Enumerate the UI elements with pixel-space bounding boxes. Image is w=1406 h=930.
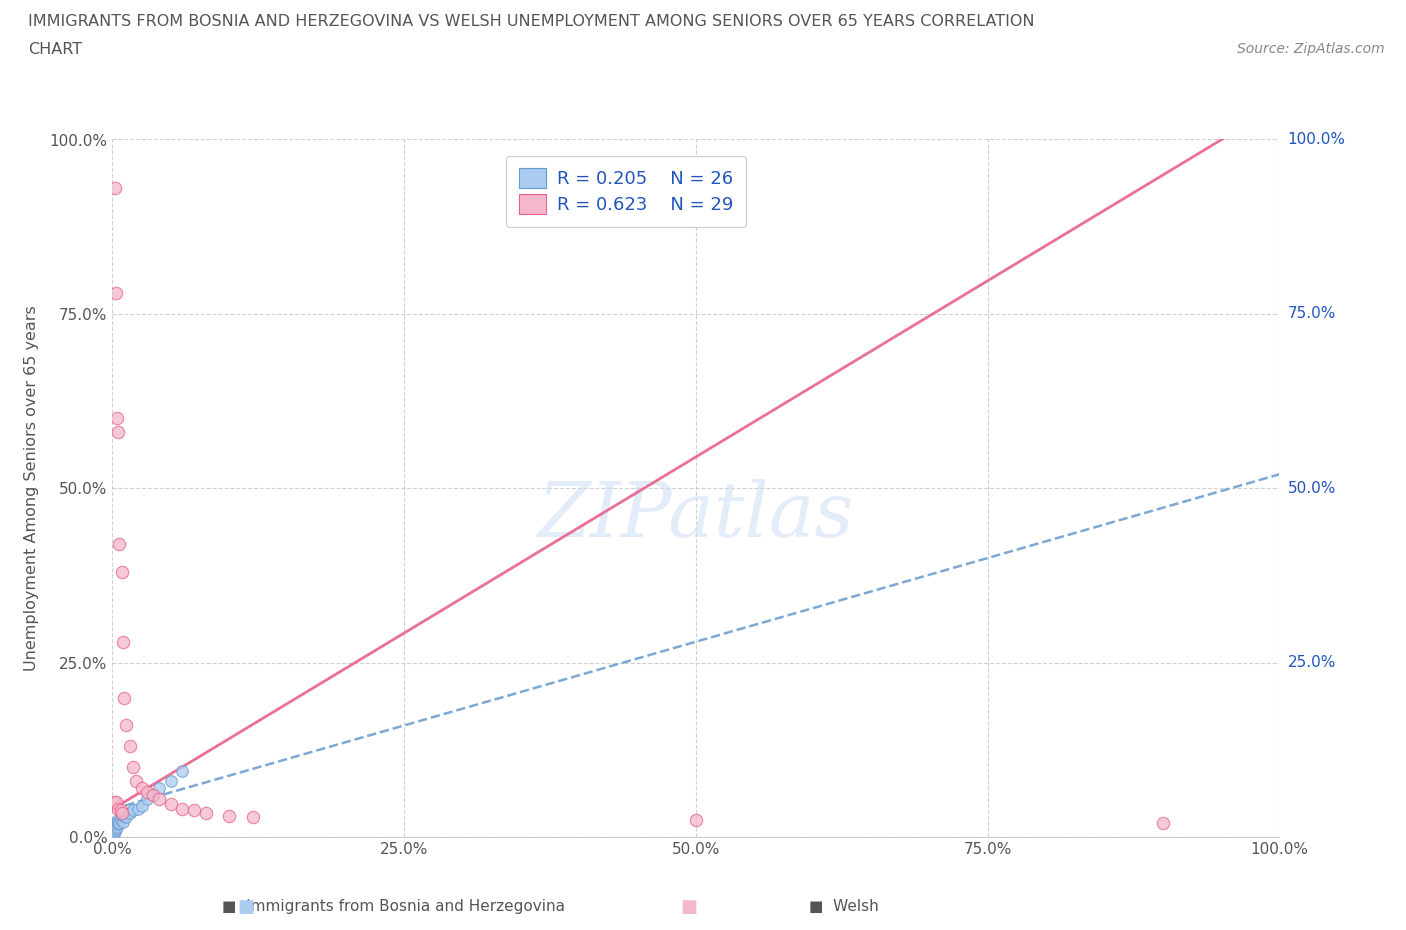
Point: [112, 690, 135, 705]
Point: [112, 809, 135, 824]
Point: [110, 803, 132, 818]
Point: [108, 816, 131, 830]
Point: [142, 788, 165, 803]
Point: [107, 812, 129, 827]
Point: [131, 798, 153, 813]
Point: [104, 819, 127, 834]
Point: [172, 802, 194, 817]
Point: [107, 802, 129, 817]
Point: [125, 774, 148, 789]
Point: [1152, 816, 1174, 830]
Point: [111, 634, 134, 649]
Point: [148, 791, 170, 806]
Point: [105, 815, 128, 830]
Point: [110, 812, 132, 827]
Point: [104, 286, 127, 300]
Text: IMMIGRANTS FROM BOSNIA AND HERZEGOVINA VS WELSH UNEMPLOYMENT AMONG SENIORS OVER : IMMIGRANTS FROM BOSNIA AND HERZEGOVINA V…: [28, 14, 1035, 29]
Point: [118, 805, 141, 820]
Point: [142, 788, 165, 803]
Point: [136, 784, 159, 799]
Text: ZIPatlas: ZIPatlas: [537, 479, 855, 553]
Text: 25.0%: 25.0%: [1288, 655, 1336, 671]
Y-axis label: Unemployment Among Seniors over 65 years: Unemployment Among Seniors over 65 years: [24, 305, 38, 671]
Point: [115, 810, 138, 825]
Text: ■: ■: [238, 897, 254, 916]
Point: [105, 819, 128, 834]
Text: ■  Welsh: ■ Welsh: [808, 899, 879, 914]
Point: [104, 180, 127, 196]
Point: [685, 812, 707, 827]
Point: [111, 810, 134, 825]
Point: [108, 537, 131, 551]
Point: [103, 826, 125, 841]
Text: ■  Immigrants from Bosnia and Herzegovina: ■ Immigrants from Bosnia and Herzegovina: [222, 899, 565, 914]
Text: ■: ■: [681, 897, 697, 916]
Point: [160, 796, 183, 811]
Text: 100.0%: 100.0%: [1288, 132, 1346, 147]
Point: [104, 794, 127, 809]
Point: [183, 803, 205, 818]
Point: [127, 802, 149, 817]
Point: [160, 774, 183, 789]
Point: [194, 805, 217, 820]
Point: [111, 565, 134, 579]
Point: [242, 810, 264, 825]
Point: [104, 817, 127, 831]
Point: [131, 781, 153, 796]
Text: 75.0%: 75.0%: [1288, 306, 1336, 322]
Point: [103, 823, 125, 837]
Point: [111, 805, 134, 820]
Point: [136, 791, 159, 806]
Point: [118, 738, 141, 753]
Point: [107, 425, 129, 440]
Legend: R = 0.205    N = 26, R = 0.623    N = 29: R = 0.205 N = 26, R = 0.623 N = 29: [506, 155, 745, 227]
Point: [107, 817, 129, 831]
Point: [104, 821, 127, 836]
Point: [104, 816, 127, 830]
Point: [103, 794, 125, 809]
Point: [172, 764, 194, 778]
Text: CHART: CHART: [28, 42, 82, 57]
Point: [148, 781, 170, 796]
Point: [122, 803, 145, 818]
Text: 50.0%: 50.0%: [1288, 481, 1336, 496]
Point: [111, 815, 134, 830]
Point: [218, 809, 240, 824]
Point: [122, 760, 145, 775]
Point: [105, 411, 128, 426]
Point: [104, 824, 127, 839]
Text: Source: ZipAtlas.com: Source: ZipAtlas.com: [1237, 42, 1385, 56]
Point: [115, 718, 138, 733]
